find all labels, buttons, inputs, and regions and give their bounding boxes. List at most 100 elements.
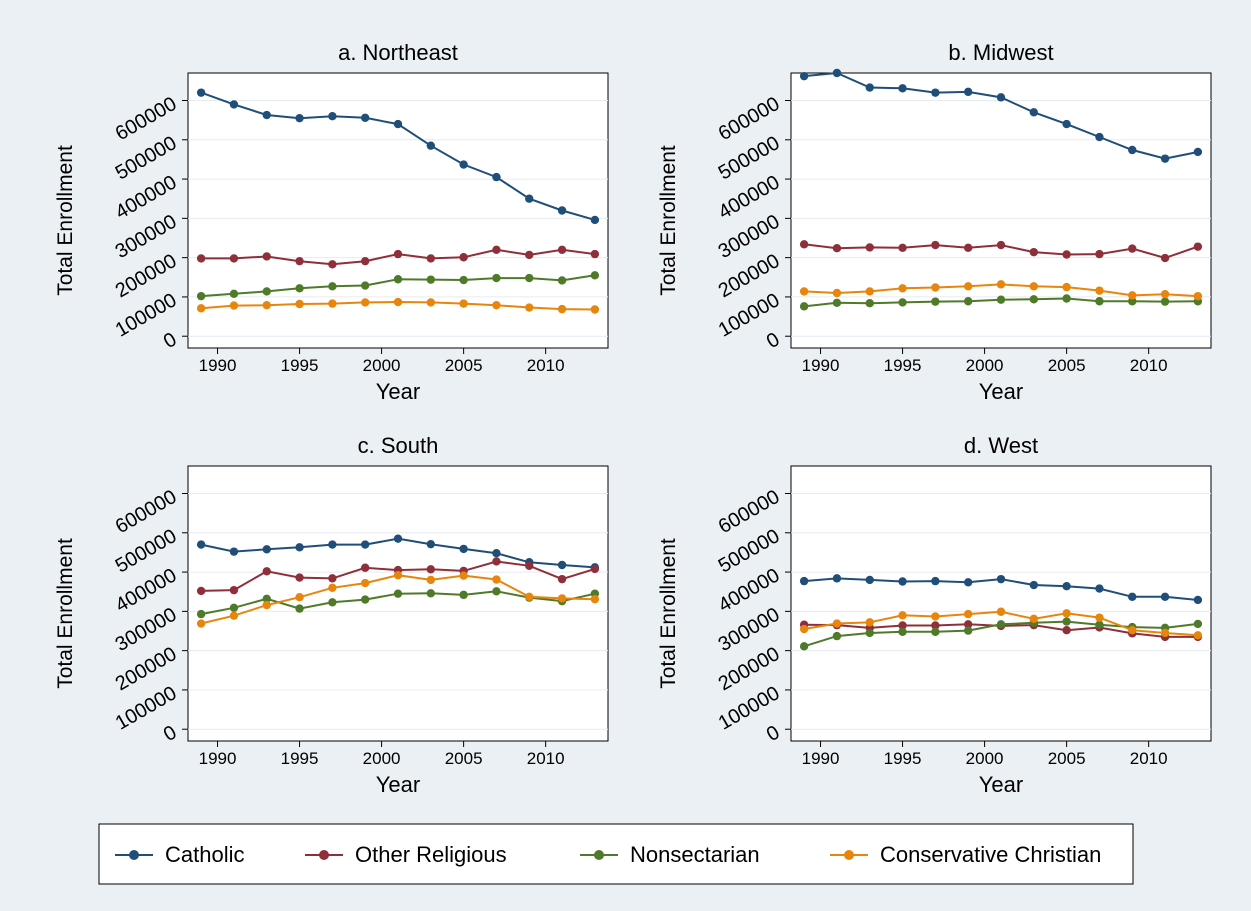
data-point-conservative-christian <box>295 593 304 602</box>
data-point-catholic <box>1193 147 1203 157</box>
data-point-other-religious <box>931 621 940 630</box>
y-axis-label: Total Enrollment <box>54 538 77 689</box>
data-point-catholic <box>931 576 940 586</box>
data-point-catholic <box>1029 580 1039 590</box>
x-tick-label: 2010 <box>1130 356 1168 375</box>
data-point-catholic <box>328 112 337 121</box>
data-point-catholic <box>525 194 534 203</box>
data-point-conservative-christian <box>1193 631 1203 640</box>
x-axis-label: Year <box>979 379 1023 404</box>
data-point-nonsectarian <box>328 598 337 607</box>
data-point-catholic <box>1128 145 1137 155</box>
data-point-catholic <box>492 549 501 558</box>
data-point-nonsectarian <box>459 590 468 600</box>
data-point-catholic <box>1128 592 1137 602</box>
data-point-nonsectarian <box>328 282 337 291</box>
data-point-nonsectarian <box>1095 620 1104 629</box>
data-point-catholic <box>492 172 501 182</box>
data-point-nonsectarian <box>360 281 370 290</box>
data-point-nonsectarian <box>898 627 907 636</box>
data-point-other-religious <box>295 573 304 582</box>
data-point-conservative-christian <box>557 594 567 603</box>
data-point-other-religious <box>525 561 534 570</box>
data-point-nonsectarian <box>931 627 940 636</box>
data-point-catholic <box>459 544 468 554</box>
data-point-catholic <box>1095 584 1104 593</box>
x-axis-label: Year <box>376 772 420 797</box>
data-point-nonsectarian <box>1193 619 1203 629</box>
data-point-catholic <box>262 545 271 554</box>
x-tick-label: 1995 <box>281 356 319 375</box>
data-point-conservative-christian <box>931 612 940 621</box>
legend-label-catholic: Catholic <box>165 842 244 867</box>
data-point-other-religious <box>898 621 907 630</box>
data-point-other-religious <box>931 240 940 250</box>
plot-area <box>790 465 1212 742</box>
data-point-catholic <box>931 88 940 97</box>
data-point-catholic <box>865 83 874 92</box>
data-point-catholic <box>1160 154 1170 163</box>
data-point-conservative-christian <box>459 571 468 580</box>
data-point-conservative-christian <box>295 299 304 309</box>
x-tick-label: 1995 <box>884 749 922 768</box>
data-point-conservative-christian <box>1160 628 1170 638</box>
data-point-nonsectarian <box>996 620 1006 629</box>
data-point-catholic <box>459 160 468 169</box>
data-point-conservative-christian <box>492 575 501 584</box>
data-point-other-religious <box>459 253 468 262</box>
data-point-catholic <box>360 540 370 549</box>
data-point-other-religious <box>898 243 907 253</box>
data-point-other-religious <box>799 240 809 249</box>
data-point-nonsectarian <box>865 299 874 308</box>
data-point-catholic <box>229 547 239 556</box>
data-point-catholic <box>1160 592 1170 602</box>
x-tick-label: 2000 <box>966 356 1004 375</box>
data-point-nonsectarian <box>229 289 239 298</box>
data-point-conservative-christian <box>262 300 271 310</box>
y-axis-label: Total Enrollment <box>657 145 680 296</box>
data-point-nonsectarian <box>963 297 973 306</box>
data-point-other-religious <box>1062 626 1071 635</box>
data-point-nonsectarian <box>963 626 973 635</box>
data-point-conservative-christian <box>865 618 874 627</box>
data-point-catholic <box>996 93 1006 102</box>
data-point-other-religious <box>295 256 304 266</box>
data-point-catholic <box>295 113 304 123</box>
data-point-nonsectarian <box>426 275 436 284</box>
data-point-conservative-christian <box>931 283 940 292</box>
x-tick-label: 2000 <box>966 749 1004 768</box>
data-point-conservative-christian <box>1062 282 1071 292</box>
data-point-catholic <box>963 87 973 97</box>
data-point-catholic <box>1193 595 1203 605</box>
x-tick-label: 2000 <box>363 749 401 768</box>
data-point-other-religious <box>426 565 436 574</box>
plot-area <box>790 72 1212 349</box>
data-point-other-religious <box>262 252 271 261</box>
data-point-nonsectarian <box>262 594 271 603</box>
data-point-other-religious <box>393 249 403 259</box>
x-tick-label: 1990 <box>802 356 840 375</box>
data-point-catholic <box>360 113 370 122</box>
data-point-conservative-christian <box>1128 626 1137 635</box>
data-point-nonsectarian <box>799 302 809 311</box>
data-point-nonsectarian <box>525 273 534 283</box>
data-point-conservative-christian <box>865 287 874 296</box>
legend-label-other-religious: Other Religious <box>355 842 507 867</box>
data-point-catholic <box>557 560 567 570</box>
data-point-catholic <box>196 88 206 97</box>
data-point-catholic <box>426 141 436 150</box>
data-point-conservative-christian <box>1160 289 1170 299</box>
data-point-other-religious <box>1062 250 1071 259</box>
data-point-conservative-christian <box>1193 291 1203 301</box>
data-point-catholic <box>1062 582 1071 591</box>
data-point-conservative-christian <box>799 287 809 296</box>
data-point-other-religious <box>262 567 271 576</box>
data-point-catholic <box>832 68 842 78</box>
data-point-nonsectarian <box>1095 297 1104 306</box>
legend-marker-catholic <box>129 850 139 860</box>
panel-4: 0100000200000300000400000500000600000199… <box>657 433 1212 797</box>
data-point-nonsectarian <box>931 297 940 306</box>
data-point-conservative-christian <box>1062 609 1071 618</box>
data-point-nonsectarian <box>426 589 436 598</box>
y-axis-label: Total Enrollment <box>54 145 77 296</box>
